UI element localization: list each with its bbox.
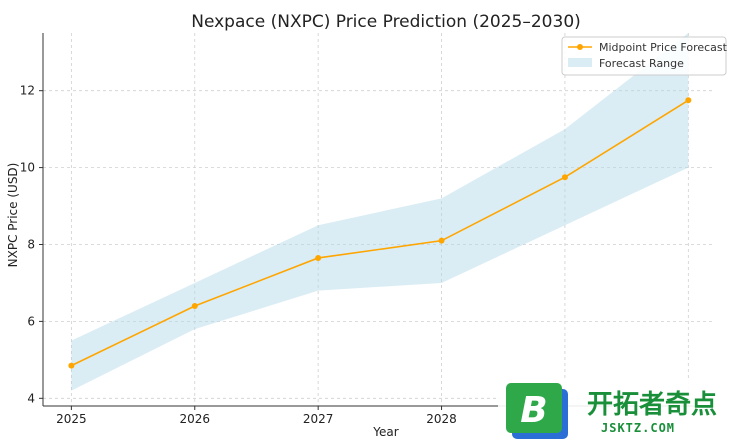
midpoint-forecast-point (561, 174, 568, 181)
watermark-text-en: JSKTZ.COM (601, 421, 675, 435)
x-axis-label: Year (372, 425, 398, 439)
y-tick-label: 8 (27, 237, 35, 251)
legend-label-midpoint: Midpoint Price Forecast (599, 41, 728, 54)
y-axis-label: NXPC Price (USD) (6, 163, 20, 268)
y-tick-label: 12 (20, 84, 35, 98)
midpoint-forecast-points (68, 97, 692, 369)
midpoint-forecast-point (685, 97, 692, 104)
midpoint-forecast-point (315, 254, 322, 261)
forecast-range-band (71, 33, 689, 391)
midpoint-forecast-point (438, 237, 445, 244)
midpoint-forecast-line (71, 99, 689, 367)
midpoint-forecast-point (191, 303, 198, 310)
x-tick-label: 2028 (426, 412, 457, 426)
midpoint-forecast-point (68, 362, 75, 369)
x-tick-label: 2025 (56, 412, 87, 426)
y-axis-ticks: 4 6 8 10 12 (20, 84, 43, 405)
legend: Midpoint Price Forecast Forecast Range (561, 36, 728, 76)
watermark-logo-letter: B (520, 390, 547, 431)
y-tick-label: 6 (27, 314, 35, 328)
watermark-text-cn: 开拓者奇点 (587, 389, 717, 420)
x-tick-label: 2026 (179, 412, 210, 426)
chart-title: Nexpace (NXPC) Price Prediction (2025–20… (191, 12, 581, 32)
y-tick-label: 4 (27, 391, 35, 405)
legend-box (561, 36, 727, 76)
y-tick-label: 10 (20, 161, 35, 175)
x-tick-label: 2027 (303, 412, 334, 426)
watermark-logo (506, 383, 562, 433)
legend-label-range: Forecast Range (599, 57, 684, 70)
watermark: B 开拓者奇点 JSKTZ.COM (498, 378, 747, 441)
x-axis-ticks: 2025 2026 2027 2028 (56, 406, 457, 426)
legend-band-swatch (568, 58, 592, 67)
legend-marker-swatch (577, 44, 583, 50)
